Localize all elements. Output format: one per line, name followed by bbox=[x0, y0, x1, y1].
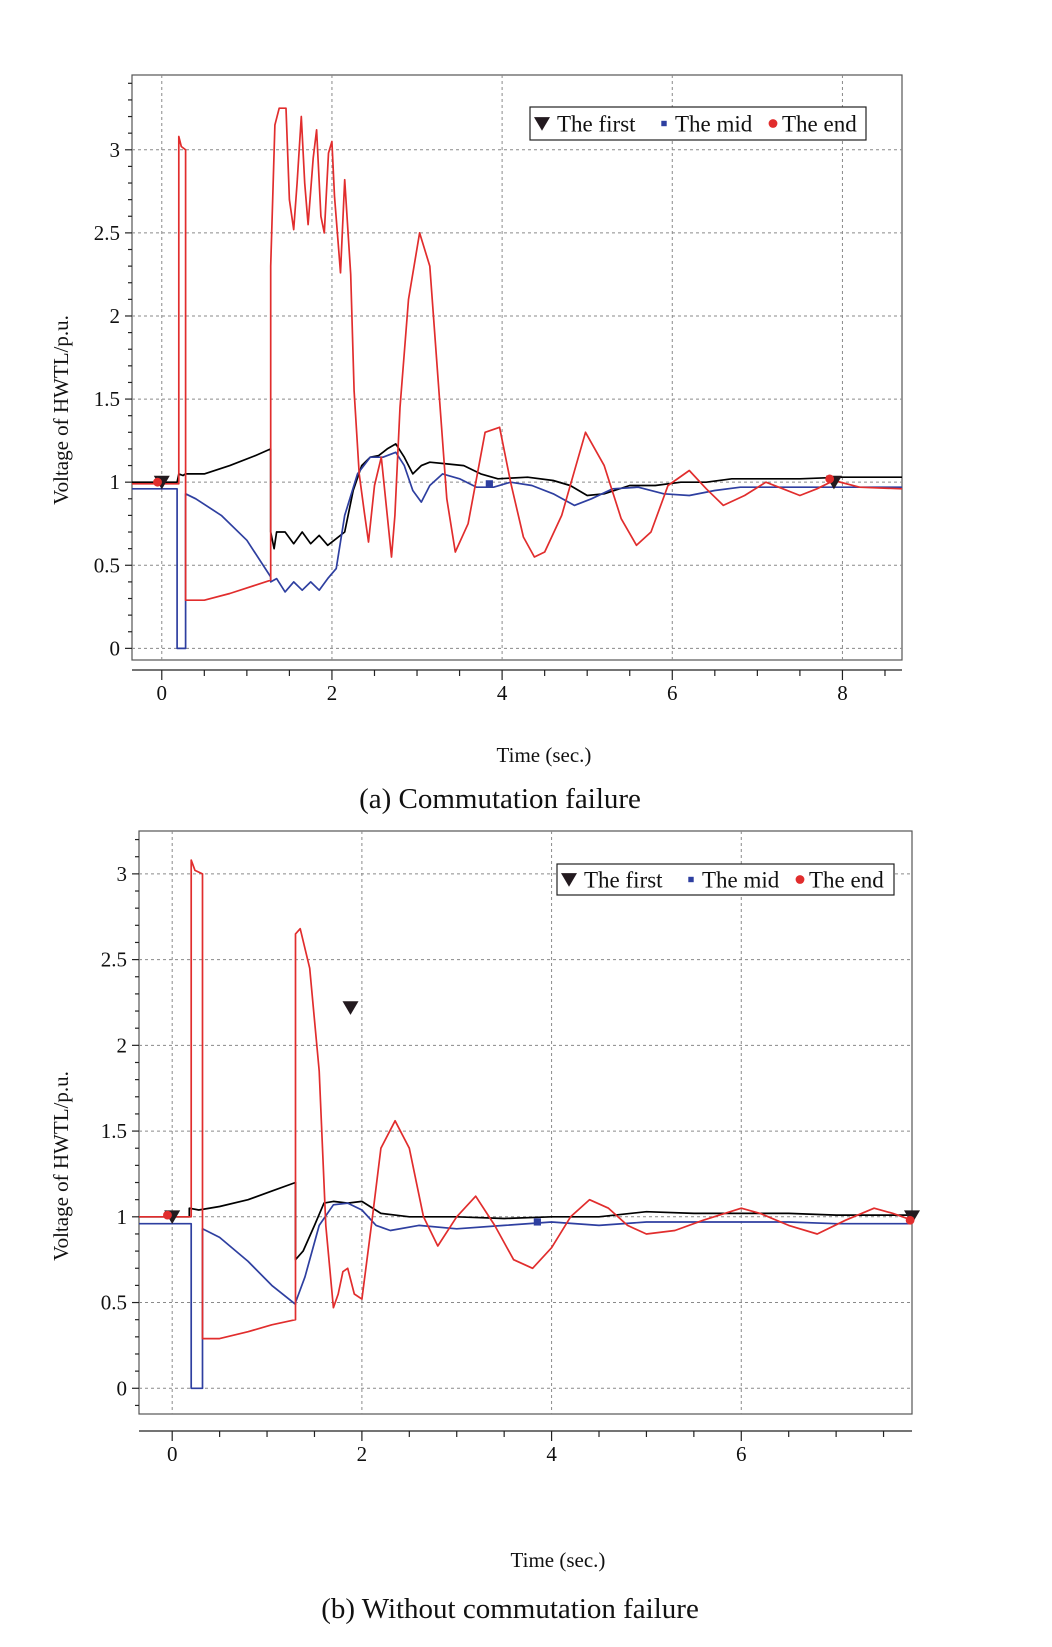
chart-b-y-axis-label: Voltage of HWTL/p.u. bbox=[49, 1071, 73, 1261]
chart-a-marker-the-end bbox=[825, 474, 835, 484]
chart-b-x-axis-label: Time (sec.) bbox=[511, 1548, 606, 1572]
chart-a-legend bbox=[529, 106, 867, 141]
chart-a-plot-area bbox=[131, 74, 903, 661]
chart-b-legend-marker bbox=[561, 873, 577, 887]
chart-a-legend-marker bbox=[661, 120, 667, 127]
chart-a-y-axis-label: Voltage of HWTL/p.u. bbox=[49, 315, 73, 505]
chart-a-legend-marker bbox=[768, 119, 778, 128]
chart-b-marker-the-end bbox=[905, 1215, 915, 1225]
chart-b-y-tick-label: 3 bbox=[117, 862, 128, 886]
chart-b-x-tick-label: 2 bbox=[357, 1442, 368, 1466]
chart-b-y-tick-label: 0.5 bbox=[101, 1291, 127, 1315]
chart-a-y-tick-label: 2 bbox=[110, 304, 121, 328]
chart-a-y-tick-label: 2.5 bbox=[94, 221, 120, 245]
chart-b-series-the-end bbox=[139, 859, 913, 1340]
chart-a-x-tick-label: 4 bbox=[497, 681, 508, 705]
chart-a-x-tick-label: 8 bbox=[837, 681, 848, 705]
chart-b-y-tick-label: 2 bbox=[117, 1033, 128, 1057]
chart-b-caption: (b) Without commutation failure bbox=[321, 1593, 699, 1625]
chart-b-y-tick-label: 1.5 bbox=[101, 1119, 127, 1143]
chart-b-legend-marker bbox=[688, 876, 694, 883]
chart-a-marker-the-mid bbox=[485, 480, 493, 488]
chart-a-y-tick-label: 0 bbox=[110, 636, 121, 660]
chart-b-y-tick-label: 1 bbox=[117, 1205, 128, 1229]
chart-b-plot-area bbox=[138, 830, 913, 1415]
chart-b-y-tick-label: 2.5 bbox=[101, 948, 127, 972]
chart-b-legend bbox=[556, 863, 895, 896]
chart-a-y-tick-label: 3 bbox=[110, 138, 121, 162]
chart-b-series-the-mid bbox=[139, 1202, 912, 1390]
chart-b-legend-label: The mid bbox=[702, 868, 780, 893]
chart-a-x-tick-label: 6 bbox=[667, 681, 678, 705]
chart-a-series-the-first bbox=[132, 443, 902, 550]
chart-a-x-axis-label: Time (sec.) bbox=[497, 743, 592, 767]
chart-a-legend-label: The mid bbox=[675, 112, 753, 137]
chart-b-y-tick-label: 0 bbox=[117, 1376, 128, 1400]
chart-b-without-commutation-failure: Voltage of HWTL/p.u. Time (sec.) (b) Wit… bbox=[49, 830, 920, 1625]
chart-b-legend-marker bbox=[795, 875, 805, 884]
chart-a-x-tick-label: 0 bbox=[157, 681, 168, 705]
chart-a-series-the-end bbox=[132, 107, 903, 602]
chart-a-commutation-failure: Voltage of HWTL/p.u. Time (sec.) (a) Com… bbox=[49, 74, 903, 815]
chart-b-marker-the-end bbox=[163, 1210, 172, 1220]
chart-a-legend-label: The end bbox=[782, 112, 857, 137]
chart-b-legend-label: The end bbox=[809, 868, 884, 893]
chart-b-series-the-first bbox=[139, 1181, 912, 1261]
chart-a-legend-marker bbox=[534, 117, 550, 131]
chart-a-legend-label: The first bbox=[557, 112, 636, 137]
chart-a-x-tick-label: 2 bbox=[327, 681, 338, 705]
chart-b-legend-label: The first bbox=[584, 868, 663, 893]
chart-b-x-tick-label: 6 bbox=[736, 1442, 747, 1466]
chart-a-series-the-mid bbox=[132, 451, 902, 650]
chart-b-x-tick-label: 0 bbox=[167, 1442, 178, 1466]
chart-b-x-tick-label: 4 bbox=[546, 1442, 557, 1466]
chart-a-y-tick-label: 1 bbox=[110, 470, 121, 494]
chart-a-marker-the-end bbox=[153, 477, 162, 487]
chart-b-marker-the-first bbox=[342, 1001, 359, 1015]
chart-b-marker-the-mid bbox=[533, 1218, 541, 1226]
chart-a-y-tick-label: 0.5 bbox=[94, 553, 120, 577]
chart-a-y-tick-label: 1.5 bbox=[94, 387, 120, 411]
chart-a-caption: (a) Commutation failure bbox=[359, 783, 641, 815]
